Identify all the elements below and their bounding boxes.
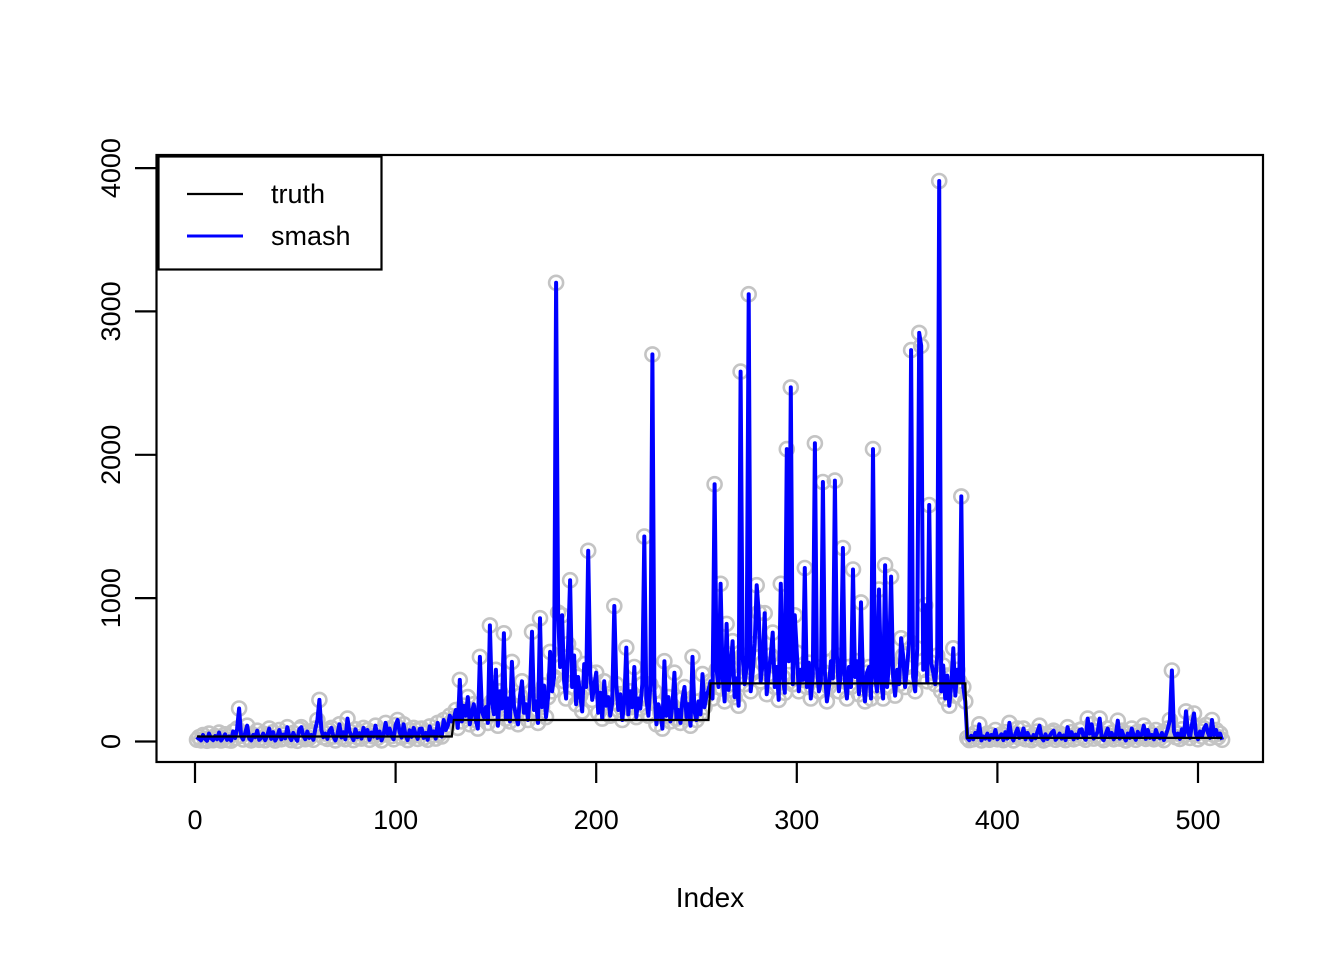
legend: truth smash <box>157 155 383 271</box>
x-tick-label: 200 <box>574 805 619 835</box>
y-tick-label: 1000 <box>96 568 126 628</box>
data-point-marker <box>1213 731 1231 749</box>
y-axis-ticks: 0 1000 2000 3000 4000 <box>96 138 156 749</box>
x-axis-label: Index <box>676 882 745 913</box>
x-tick-label: 400 <box>975 805 1020 835</box>
y-tick-label: 2000 <box>96 425 126 485</box>
legend-label-truth: truth <box>271 179 325 209</box>
y-tick-label: 3000 <box>96 281 126 341</box>
x-axis-ticks: 0 100 200 300 400 500 <box>187 762 1221 835</box>
plot-border <box>155 153 1265 764</box>
truth-line <box>197 682 1223 739</box>
legend-label-smash: smash <box>271 221 351 251</box>
legend-box <box>157 155 383 271</box>
y-tick-label: 0 <box>96 734 126 749</box>
x-tick-label: 500 <box>1175 805 1220 835</box>
x-tick-label: 0 <box>187 805 202 835</box>
x-tick-label: 300 <box>774 805 819 835</box>
y-tick-label: 4000 <box>96 138 126 198</box>
x-tick-label: 100 <box>373 805 418 835</box>
